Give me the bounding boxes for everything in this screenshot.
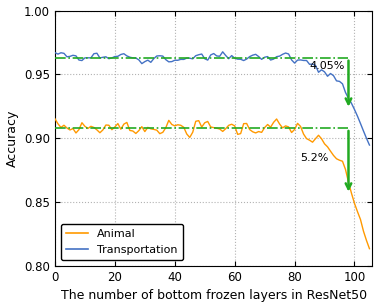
Transportation bbox=[259, 58, 264, 61]
Animal bbox=[367, 247, 372, 250]
Animal bbox=[239, 132, 243, 136]
Transportation bbox=[328, 72, 333, 75]
Animal bbox=[268, 125, 273, 129]
Transportation bbox=[62, 51, 66, 55]
Transportation bbox=[53, 51, 57, 55]
Text: 5.2%: 5.2% bbox=[301, 153, 329, 163]
Animal bbox=[325, 145, 330, 149]
Line: Transportation: Transportation bbox=[55, 52, 369, 145]
Transportation bbox=[271, 57, 276, 61]
Animal bbox=[62, 124, 66, 127]
Transportation bbox=[367, 143, 372, 147]
Animal bbox=[53, 117, 57, 121]
Transportation bbox=[220, 50, 225, 54]
Animal bbox=[235, 132, 240, 136]
Y-axis label: Accuracy: Accuracy bbox=[6, 110, 19, 167]
Legend: Animal, Transportation: Animal, Transportation bbox=[60, 224, 183, 261]
Transportation bbox=[239, 57, 243, 61]
Line: Animal: Animal bbox=[55, 119, 369, 249]
Animal bbox=[256, 130, 261, 133]
Text: 4.05%: 4.05% bbox=[310, 61, 345, 71]
X-axis label: The number of bottom frozen layers in ResNet50: The number of bottom frozen layers in Re… bbox=[60, 290, 367, 302]
Transportation bbox=[242, 59, 246, 63]
